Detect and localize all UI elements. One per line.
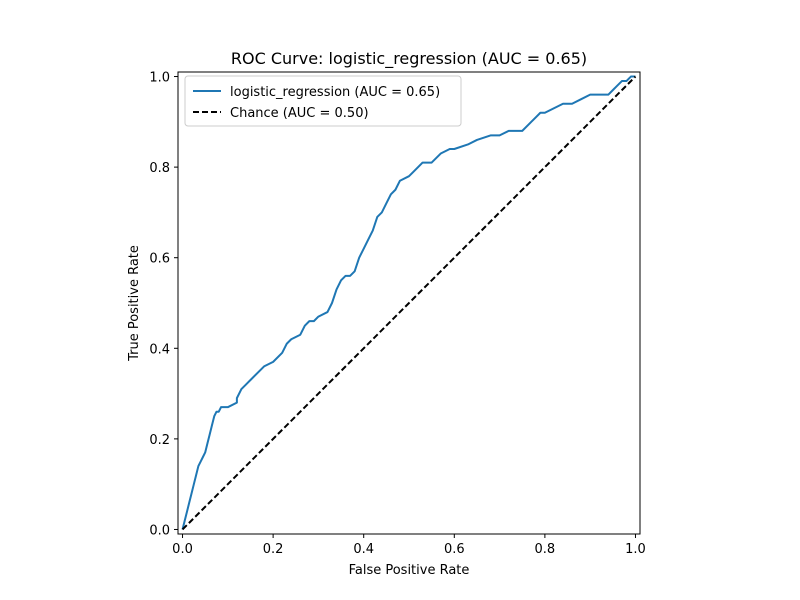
x-tick-label: 0.4 xyxy=(353,542,374,557)
chart-title: ROC Curve: logistic_regression (AUC = 0.… xyxy=(231,49,587,69)
legend-box xyxy=(184,75,462,127)
y-tick-label: 0.6 xyxy=(149,252,170,267)
legend-label-model: logistic_regression (AUC = 0.65) xyxy=(230,85,440,100)
y-tick-label: 1.0 xyxy=(149,71,170,86)
x-tick-label: 0.8 xyxy=(535,542,556,557)
x-axis-label: False Positive Rate xyxy=(349,563,470,578)
y-tick-label: 0.8 xyxy=(149,161,170,176)
y-tick-label: 0.4 xyxy=(149,342,170,357)
x-tick-label: 0.6 xyxy=(444,542,465,557)
x-axis-ticks: 0.0 0.2 0.4 0.6 0.8 1.0 xyxy=(172,534,646,557)
chance-line xyxy=(181,75,637,531)
y-tick-label: 0.2 xyxy=(149,433,170,448)
x-tick-label: 1.0 xyxy=(625,542,646,557)
series-layer xyxy=(181,75,637,531)
x-tick-label: 0.2 xyxy=(263,542,284,557)
x-tick-label: 0.0 xyxy=(172,542,193,557)
axes-frame xyxy=(177,71,641,535)
roc-curve-line xyxy=(181,75,636,530)
y-axis-ticks: 0.0 0.2 0.4 0.6 0.8 1.0 xyxy=(149,71,178,538)
legend-label-chance: Chance (AUC = 0.50) xyxy=(230,106,369,121)
plot-area xyxy=(177,71,641,535)
y-axis-label: True Positive Rate xyxy=(127,245,142,362)
y-tick-label: 0.0 xyxy=(149,523,170,538)
legend: logistic_regression (AUC = 0.65) Chance … xyxy=(184,75,462,127)
